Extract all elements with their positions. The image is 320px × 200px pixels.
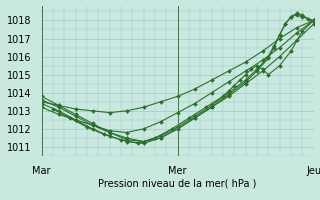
X-axis label: Pression niveau de la mer( hPa ): Pression niveau de la mer( hPa ) <box>99 179 257 188</box>
